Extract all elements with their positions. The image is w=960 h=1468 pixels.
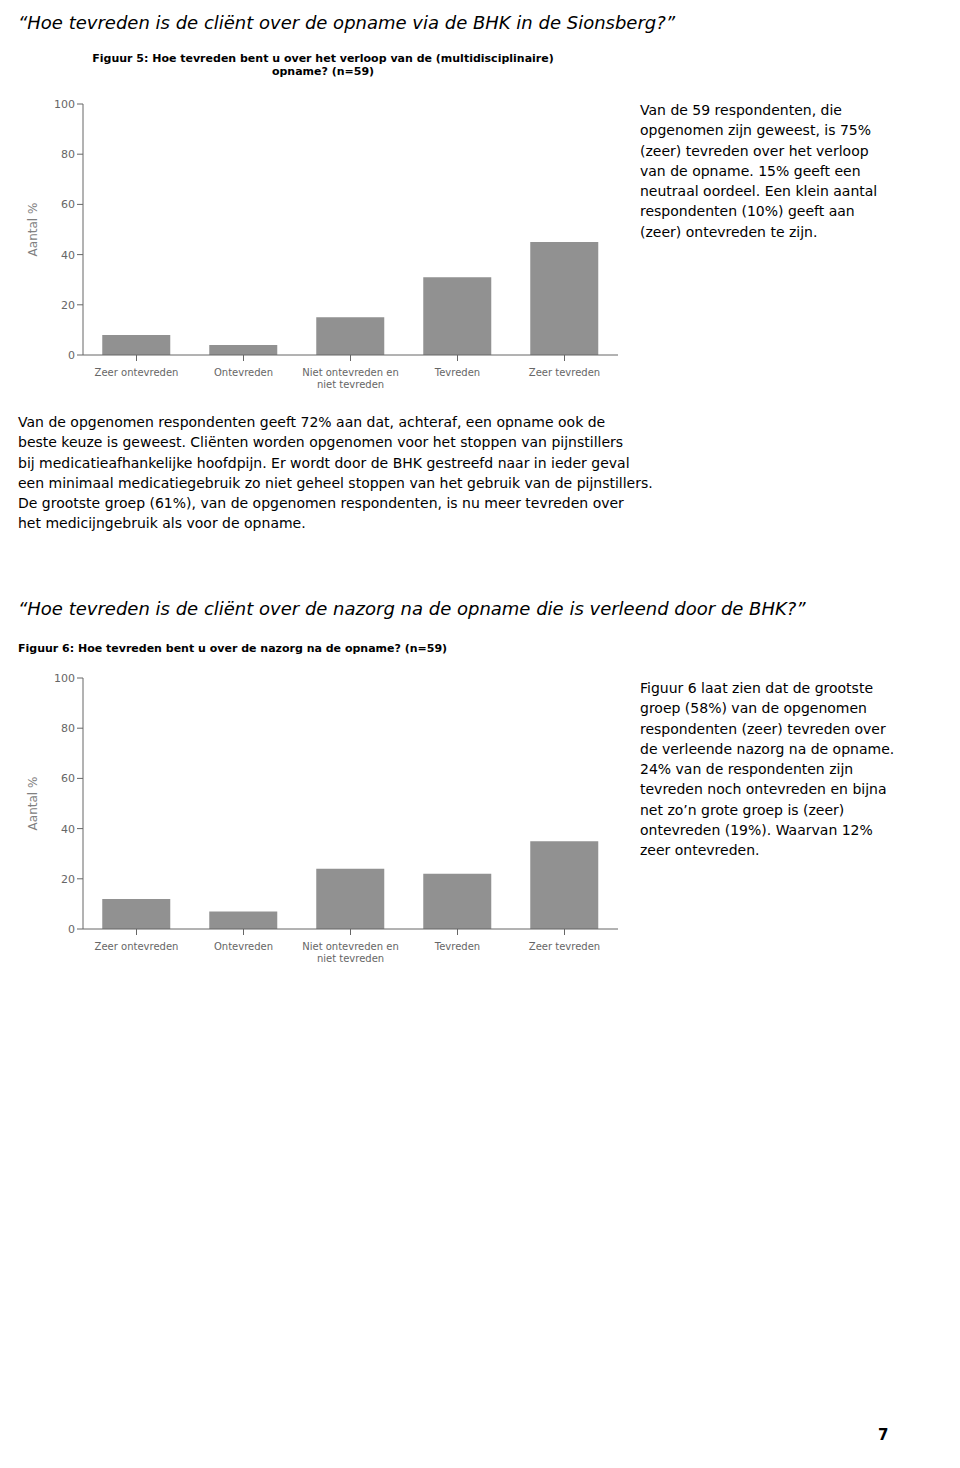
svg-text:60: 60 [61,198,75,211]
html-text:“Hoe tevreden is de cliënt ove: “Hoe tevreden is de cliënt over de nazor… [18,598,806,619]
svg-text:80: 80 [61,722,75,735]
svg-text:Zeer tevreden: Zeer tevreden [529,941,600,952]
svg-text:Niet ontevreden enniet tevrede: Niet ontevreden enniet tevreden [302,941,399,964]
svg-text:20: 20 [61,299,75,312]
html-text:Figuur 5: Hoe tevreden bent u: Figuur 5: Hoe tevreden bent u over het v… [92,52,554,78]
html-text:Van de opgenomen respondenten: Van de opgenomen respondenten geeft 72% … [18,414,653,532]
html-text:7: 7 [878,1426,889,1444]
svg-text:80: 80 [61,148,75,161]
svg-text:Zeer tevreden: Zeer tevreden [529,367,600,378]
svg-text:Aantal %: Aantal % [26,203,40,257]
svg-text:0: 0 [68,349,75,362]
html-text:“Hoe tevreden is de cliënt ove: “Hoe tevreden is de cliënt over de opnam… [18,12,676,33]
svg-text:Ontevreden: Ontevreden [214,941,273,952]
svg-text:60: 60 [61,772,75,785]
svg-text:20: 20 [61,873,75,886]
svg-text:0: 0 [68,923,75,936]
svg-text:Tevreden: Tevreden [434,941,480,952]
svg-text:40: 40 [61,823,75,836]
html-text:Van de 59 respondenten, die op: Van de 59 respondenten, die opgenomen zi… [640,102,878,240]
html-text:Figuur 6: Hoe tevreden bent u: Figuur 6: Hoe tevreden bent u over de na… [18,642,448,655]
svg-text:Zeer ontevreden: Zeer ontevreden [95,367,179,378]
svg-text:Tevreden: Tevreden [434,367,480,378]
svg-text:Zeer ontevreden: Zeer ontevreden [95,941,179,952]
svg-text:Ontevreden: Ontevreden [214,367,273,378]
html-text:Figuur 6 laat zien dat de groo: Figuur 6 laat zien dat de grootste groep… [640,680,895,859]
svg-text:Aantal %: Aantal % [26,777,40,831]
svg-text:40: 40 [61,249,75,262]
svg-text:Niet ontevreden enniet tevrede: Niet ontevreden enniet tevreden [302,367,399,390]
svg-text:100: 100 [54,672,75,685]
svg-text:100: 100 [54,98,75,111]
